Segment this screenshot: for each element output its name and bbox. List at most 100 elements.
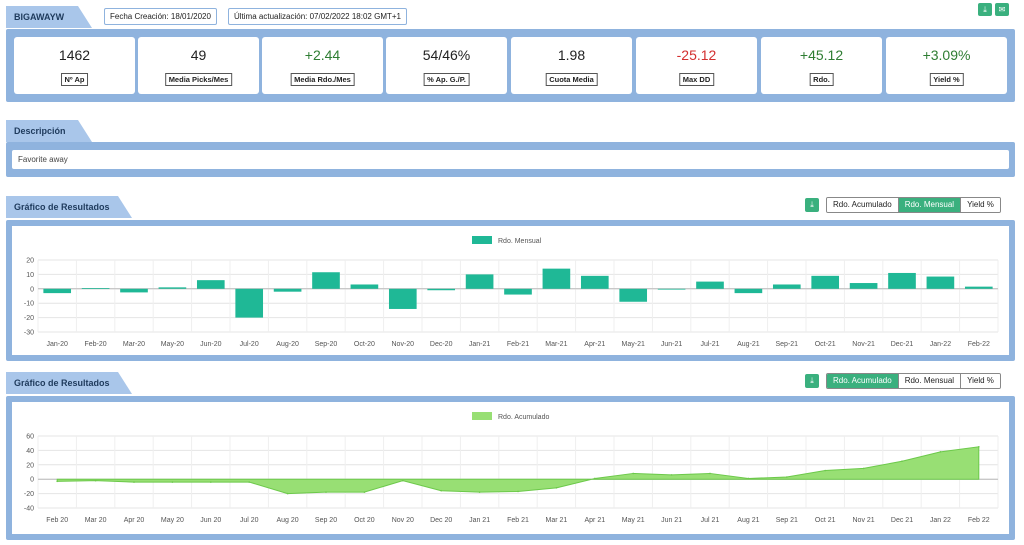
data-point (594, 477, 596, 480)
stat-value: +2.44 (304, 47, 341, 63)
y-tick-label: -30 (24, 330, 34, 337)
x-tick-label: Oct-20 (354, 341, 375, 348)
bar (350, 284, 379, 289)
bar (196, 280, 225, 289)
x-tick-label: Sep-21 (776, 341, 799, 348)
page-title: BIGAWAYW (6, 6, 92, 28)
y-tick-label: 20 (26, 462, 34, 469)
x-tick-label: May 20 (161, 517, 184, 524)
cumulative-result-chart: Rdo. Acumulado 60 40 20 0 -20 -40 Feb 20 Mar 20 A… (24, 412, 999, 524)
chart2-btn-yield[interactable]: Yield % (961, 374, 1000, 388)
data-point (402, 479, 404, 482)
chart2-btn-acumulado[interactable]: Rdo. Acumulado (827, 374, 899, 388)
data-point (517, 490, 519, 493)
x-tick-label: Feb-22 (968, 341, 990, 348)
x-tick-label: Jun 21 (661, 517, 682, 524)
stat-value: 1462 (58, 47, 91, 63)
mail-icon[interactable]: ✉ (995, 3, 1009, 16)
chart2-btn-mensual[interactable]: Rdo. Mensual (898, 374, 962, 388)
data-point (325, 491, 327, 493)
chart2-panel: Rdo. Acumulado 60 40 20 0 -20 -40 Feb 20 Mar 20 A… (6, 396, 1015, 540)
data-point (555, 487, 558, 489)
x-tick-label: Oct 21 (815, 517, 836, 524)
stat-card-yield: +3.09% Yield % (886, 37, 1007, 94)
y-tick-label: 0 (30, 477, 34, 484)
chart1-title: Gráfico de Resultados (6, 196, 132, 218)
stat-label: Cuota Media (545, 73, 598, 86)
last-update: Última actualización: 07/02/2022 18:02 G… (228, 8, 407, 25)
x-tick-label: Nov 21 (853, 517, 875, 524)
data-point (632, 472, 634, 475)
bar (580, 275, 609, 289)
data-point (747, 477, 750, 480)
stat-card-odds: 1.98 Cuota Media (511, 37, 632, 94)
chart1-area: Rdo. Mensual 20 10 0 -10 -20 -30 Jan-20 Feb-20 Ma… (12, 226, 1009, 355)
data-point (709, 472, 711, 475)
data-point (440, 489, 443, 492)
x-tick-label: Mar-21 (545, 341, 567, 348)
description-text: Favorite away (12, 150, 1009, 169)
bar (542, 268, 571, 289)
stat-card-rdo: +45.12 Rdo. (761, 37, 882, 94)
y-tick-label: 10 (26, 272, 34, 279)
chart1-btn-acumulado[interactable]: Rdo. Acumulado (827, 198, 899, 212)
x-tick-label: Nov 20 (392, 517, 414, 524)
x-tick-label: Jul-20 (240, 341, 259, 348)
chart2-mode-toggle: Rdo. Acumulado Rdo. Mensual Yield % (826, 373, 1001, 389)
bar (120, 288, 148, 293)
data-point (171, 481, 174, 483)
x-tick-label: Dec 21 (891, 517, 913, 524)
bar (964, 286, 993, 289)
x-tick-label: Oct 20 (354, 517, 375, 524)
data-point (786, 476, 788, 478)
x-tick-label: Jan-21 (469, 341, 491, 348)
x-tick-label: Aug 20 (277, 517, 299, 524)
stat-label: Nº Ap (60, 73, 89, 86)
bar (273, 288, 302, 292)
bar (43, 288, 72, 294)
area-series (56, 446, 980, 495)
x-tick-label: Feb 20 (46, 517, 68, 524)
x-tick-label: Nov-20 (392, 341, 415, 348)
data-point (824, 469, 826, 472)
chart1-panel: Rdo. Mensual 20 10 0 -10 -20 -30 Jan-20 Feb-20 Ma… (6, 220, 1015, 361)
stat-label: Media Rdo./Mes (290, 73, 355, 86)
x-tick-label: Jul 20 (240, 517, 259, 524)
stat-label: Max DD (678, 73, 715, 86)
data-point (901, 460, 903, 462)
chart2-download-icon[interactable]: ⤓ (805, 374, 819, 388)
bar (235, 288, 264, 318)
chart2-title: Gráfico de Resultados (6, 372, 132, 394)
x-tick-label: May-20 (161, 341, 184, 348)
monthly-result-chart: Rdo. Mensual 20 10 0 -10 -20 -30 Jan-20 Feb-20 Ma… (24, 236, 999, 348)
bar (734, 288, 763, 294)
data-point (939, 451, 942, 453)
y-tick-label: 60 (26, 434, 34, 441)
legend-label: Rdo. Mensual (498, 238, 542, 245)
description-panel: Favorite away (6, 142, 1015, 177)
x-tick-label: Oct-21 (815, 341, 836, 348)
bar (81, 288, 110, 289)
x-tick-label: Mar-20 (123, 341, 145, 348)
x-tick-label: Feb-20 (85, 341, 107, 348)
data-point (670, 474, 673, 476)
chart1-download-icon[interactable]: ⤓ (805, 198, 819, 212)
download-icon[interactable]: ⤓ (978, 3, 992, 16)
chart2-area: Rdo. Acumulado 60 40 20 0 -20 -40 Feb 20 Mar 20 A… (12, 402, 1009, 534)
x-tick-label: Jun-20 (200, 341, 222, 348)
bar (504, 288, 532, 295)
data-point (56, 480, 58, 483)
legend-swatch (472, 236, 492, 244)
bar (888, 272, 916, 289)
chart1-btn-yield[interactable]: Yield % (961, 198, 1000, 212)
bar (811, 275, 840, 289)
x-tick-label: Sep 21 (776, 517, 798, 524)
stat-value: 49 (190, 47, 207, 63)
x-tick-label: Jan 22 (930, 517, 951, 524)
chart1-btn-mensual[interactable]: Rdo. Mensual (898, 198, 962, 212)
stat-value: +45.12 (799, 47, 844, 63)
stat-value: -25.12 (676, 47, 717, 63)
bar (849, 283, 878, 289)
data-point (133, 481, 135, 483)
stat-label: Media Picks/Mes (164, 73, 233, 86)
